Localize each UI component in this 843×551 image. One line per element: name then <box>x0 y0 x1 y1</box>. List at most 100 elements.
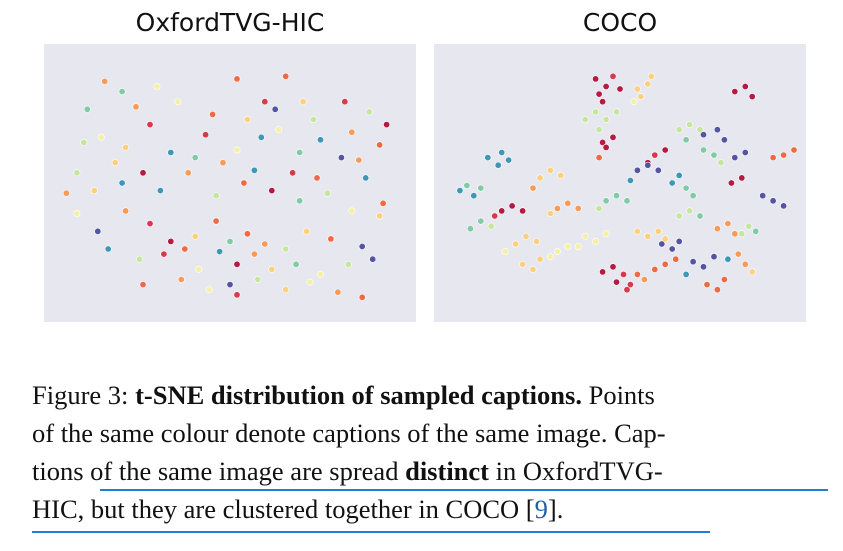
coco-point-6 <box>633 85 641 93</box>
oxfordtvg-point-15 <box>202 131 210 139</box>
coco-point-109 <box>626 281 634 289</box>
oxfordtvg-point-70 <box>282 286 290 294</box>
oxfordtvg-point-80 <box>309 116 317 124</box>
oxfordtvg-point-61 <box>316 270 324 278</box>
coco-point-2 <box>595 90 603 98</box>
caption-text: ]. <box>547 494 564 524</box>
oxfordtvg-point-86 <box>250 166 258 174</box>
coco-point-47 <box>564 199 572 207</box>
oxfordtvg-point-71 <box>306 278 314 286</box>
coco-point-54 <box>602 197 610 205</box>
caption-line-3: tions of the same image are spread disti… <box>32 452 830 490</box>
oxfordtvg-point-85 <box>219 159 227 167</box>
oxfordtvg-point-47 <box>327 235 335 243</box>
oxfordtvg-point-1 <box>118 88 126 96</box>
caption-text: tions of the same image are spread <box>32 456 406 486</box>
coco-point-57 <box>595 204 603 212</box>
oxfordtvg-point-32 <box>296 197 304 205</box>
oxfordtvg-point-0 <box>101 77 109 85</box>
coco-point-98 <box>633 227 641 235</box>
oxfordtvg-point-23 <box>73 169 81 177</box>
coco-point-42 <box>512 240 520 248</box>
oxfordtvg-point-20 <box>316 136 324 144</box>
oxfordtvg-point-34 <box>348 207 356 215</box>
coco-point-12 <box>592 108 600 116</box>
tsne-plot-coco <box>434 44 806 322</box>
coco-point-130 <box>658 240 666 248</box>
oxfordtvg-point-77 <box>209 110 217 118</box>
oxfordtvg-point-84 <box>191 154 199 162</box>
oxfordtvg-point-52 <box>136 255 144 263</box>
coco-point-33 <box>463 182 471 190</box>
coco-point-13 <box>602 116 610 124</box>
coco-point-127 <box>613 278 621 286</box>
oxfordtvg-point-26 <box>139 169 147 177</box>
coco-point-96 <box>745 222 753 230</box>
coco-point-89 <box>675 212 683 220</box>
oxfordtvg-point-37 <box>122 207 130 215</box>
coco-point-31 <box>456 187 464 195</box>
coco-point-87 <box>780 202 788 210</box>
coco-point-120 <box>720 276 728 284</box>
coco-point-41 <box>487 222 495 230</box>
coco-point-61 <box>626 177 634 185</box>
coco-point-51 <box>592 237 600 245</box>
oxfordtvg-point-6 <box>299 98 307 106</box>
coco-point-59 <box>644 161 652 169</box>
coco-point-11 <box>581 116 589 124</box>
coco-point-112 <box>710 253 718 261</box>
oxfordtvg-point-19 <box>296 149 304 157</box>
highlight-underline-1 <box>100 489 828 491</box>
caption-bold-title: t-SNE distribution of sampled captions. <box>135 380 582 410</box>
coco-point-52 <box>602 230 610 238</box>
coco-point-45 <box>501 248 509 256</box>
oxfordtvg-point-28 <box>184 169 192 177</box>
coco-point-101 <box>661 235 669 243</box>
coco-point-65 <box>689 192 697 200</box>
coco-point-10 <box>630 98 638 106</box>
oxfordtvg-point-2 <box>174 98 182 106</box>
oxfordtvg-point-7 <box>341 98 349 106</box>
coco-point-38 <box>491 212 499 220</box>
coco-point-122 <box>529 265 537 273</box>
oxfordtvg-point-78 <box>243 116 251 124</box>
oxfordtvg-point-24 <box>90 187 98 195</box>
oxfordtvg-point-11 <box>97 133 105 141</box>
coco-point-94 <box>731 230 739 238</box>
oxfordtvg-point-40 <box>191 232 199 240</box>
coco-point-90 <box>686 207 694 215</box>
coco-point-48 <box>574 204 582 212</box>
coco-point-92 <box>713 225 721 233</box>
coco-point-113 <box>682 270 690 278</box>
coco-point-107 <box>609 263 617 271</box>
coco-point-85 <box>769 154 777 162</box>
oxfordtvg-point-58 <box>250 250 258 258</box>
coco-point-86 <box>769 197 777 205</box>
oxfordtvg-point-49 <box>376 212 384 220</box>
oxfordtvg-point-51 <box>104 245 112 253</box>
coco-point-117 <box>748 268 756 276</box>
coco-point-36 <box>508 202 516 210</box>
oxfordtvg-point-42 <box>226 237 234 245</box>
citation-link[interactable]: 9 <box>534 494 548 524</box>
oxfordtvg-point-12 <box>122 143 130 151</box>
caption-text: Points <box>581 380 655 410</box>
coco-point-24 <box>494 161 502 169</box>
oxfordtvg-point-46 <box>303 227 311 235</box>
caption-line-2: of the same colour denote captions of th… <box>32 418 666 448</box>
oxfordtvg-point-73 <box>358 293 366 301</box>
oxfordtvg-point-89 <box>362 174 370 182</box>
coco-point-126 <box>546 253 554 261</box>
oxfordtvg-point-25 <box>118 179 126 187</box>
coco-point-18 <box>602 143 610 151</box>
coco-point-29 <box>557 171 565 179</box>
oxfordtvg-point-35 <box>379 199 387 207</box>
oxfordtvg-point-27 <box>156 187 164 195</box>
oxfordtvg-point-54 <box>181 245 189 253</box>
coco-point-77 <box>741 149 749 157</box>
oxfordtvg-point-39 <box>167 237 175 245</box>
coco-point-79 <box>738 174 746 182</box>
coco-point-1 <box>602 82 610 90</box>
coco-point-103 <box>661 260 669 268</box>
coco-point-25 <box>505 156 513 164</box>
